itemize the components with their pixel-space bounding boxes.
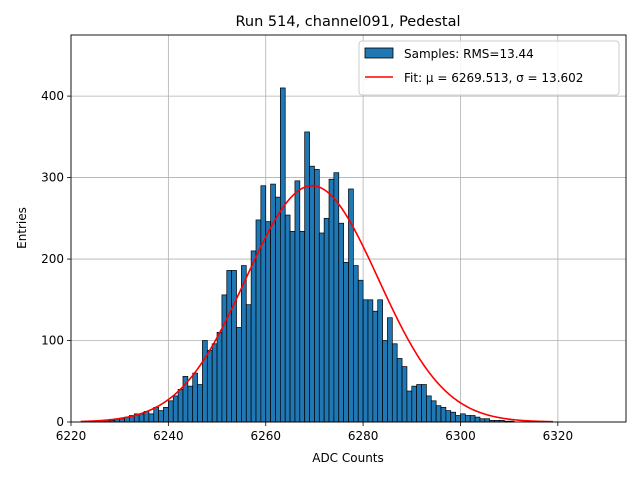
histogram-bar — [362, 299, 369, 423]
histogram-bar — [391, 343, 398, 423]
histogram-bar — [328, 178, 335, 423]
histogram-bar — [206, 349, 213, 423]
plot-frame — [70, 34, 627, 423]
histogram-bar — [168, 400, 174, 423]
histogram-bar — [172, 395, 179, 423]
histogram-bar — [435, 405, 442, 423]
histogram-bar — [460, 413, 466, 423]
histogram-bar — [187, 385, 194, 423]
histogram-bar — [250, 250, 257, 423]
legend-box — [358, 40, 620, 96]
histogram-bar — [416, 384, 422, 423]
x-tick-label: 6260 — [250, 429, 281, 443]
histogram-bar — [309, 165, 315, 423]
histogram-bar — [333, 172, 340, 423]
histogram-bar — [406, 390, 413, 423]
histogram-bar — [284, 214, 291, 423]
histogram-bar — [211, 343, 218, 423]
y-tick-label: 400 — [41, 89, 64, 103]
histogram-bar — [421, 384, 427, 423]
histogram-bar — [299, 231, 306, 423]
histogram-bar — [226, 270, 233, 423]
histogram-bar — [241, 265, 247, 423]
legend-label-histogram: Samples: RMS=13.44 — [404, 47, 534, 61]
histogram-bar — [236, 327, 242, 423]
histogram-bar — [231, 270, 237, 423]
chart-title: Run 514, channel091, Pedestal — [235, 14, 460, 30]
histogram-bar — [260, 185, 267, 423]
histogram-bar — [450, 411, 456, 423]
x-axis-label: ADC Counts — [312, 451, 384, 465]
x-tick-label: 6280 — [348, 429, 379, 443]
x-axis-ticks: 6220 6240 6260 6280 6300 6320 — [56, 422, 573, 443]
legend-swatch-histogram — [364, 47, 394, 59]
y-tick-label: 100 — [41, 334, 64, 348]
histogram-bar — [138, 413, 145, 423]
histogram-bar — [396, 358, 403, 423]
histogram-bar — [479, 418, 486, 423]
histogram-bar — [265, 221, 271, 423]
histogram-bar — [304, 131, 310, 423]
histogram-bar — [177, 389, 184, 423]
histogram-bar — [163, 406, 169, 423]
histogram-bar — [426, 395, 432, 423]
histogram-bar — [158, 410, 164, 423]
histogram-bar — [221, 294, 228, 423]
y-tick-label: 0 — [56, 415, 64, 429]
histogram-bar — [338, 222, 344, 423]
histogram-bar — [289, 231, 296, 423]
legend: Samples: RMS=13.44 Fit: μ = 6269.513, σ … — [358, 40, 620, 96]
legend-label-fit: Fit: μ = 6269.513, σ = 13.602 — [404, 71, 583, 85]
histogram-bars — [90, 87, 515, 423]
histogram-bar — [382, 340, 388, 423]
histogram-bar — [318, 232, 325, 423]
histogram-bar — [192, 372, 198, 423]
histogram-bar — [216, 332, 223, 423]
histogram-bar — [440, 406, 447, 423]
histogram-bar — [323, 217, 330, 423]
histogram-bar — [119, 418, 125, 423]
x-tick-label: 6320 — [543, 429, 574, 443]
histogram-bar — [474, 416, 481, 423]
x-tick-label: 6300 — [445, 429, 476, 443]
histogram-bar — [464, 415, 471, 423]
histogram-bar — [469, 415, 476, 423]
histogram-bar — [245, 304, 252, 423]
histogram-bar — [430, 400, 437, 423]
y-tick-label: 300 — [41, 171, 64, 185]
histogram-bar — [343, 261, 349, 423]
histogram-bar — [353, 265, 359, 423]
y-axis-label: Entries — [15, 207, 29, 249]
histogram-bar — [294, 180, 301, 423]
histogram-bar — [357, 279, 364, 423]
histogram-bar — [455, 415, 461, 423]
histogram-bar — [445, 410, 452, 423]
histogram-bar — [367, 299, 374, 423]
histogram-bar — [148, 413, 155, 423]
x-tick-label: 6240 — [153, 429, 184, 443]
x-tick-label: 6220 — [56, 429, 87, 443]
histogram-bar — [411, 385, 418, 423]
y-tick-label: 200 — [41, 252, 64, 266]
histogram-bar — [484, 418, 491, 423]
histogram-bar — [401, 366, 408, 423]
fit-curve — [80, 184, 553, 423]
histogram-bar — [372, 310, 379, 423]
histogram-bar — [377, 299, 383, 423]
histogram-bar — [314, 169, 320, 423]
histogram-bar — [197, 384, 203, 423]
histogram-bar — [153, 406, 159, 423]
y-axis-ticks: 0 100 200 300 400 — [41, 89, 71, 429]
histogram-bar — [275, 196, 281, 423]
histogram-bar — [279, 87, 286, 423]
histogram-bar — [202, 340, 208, 423]
histogram-bar — [387, 317, 393, 423]
